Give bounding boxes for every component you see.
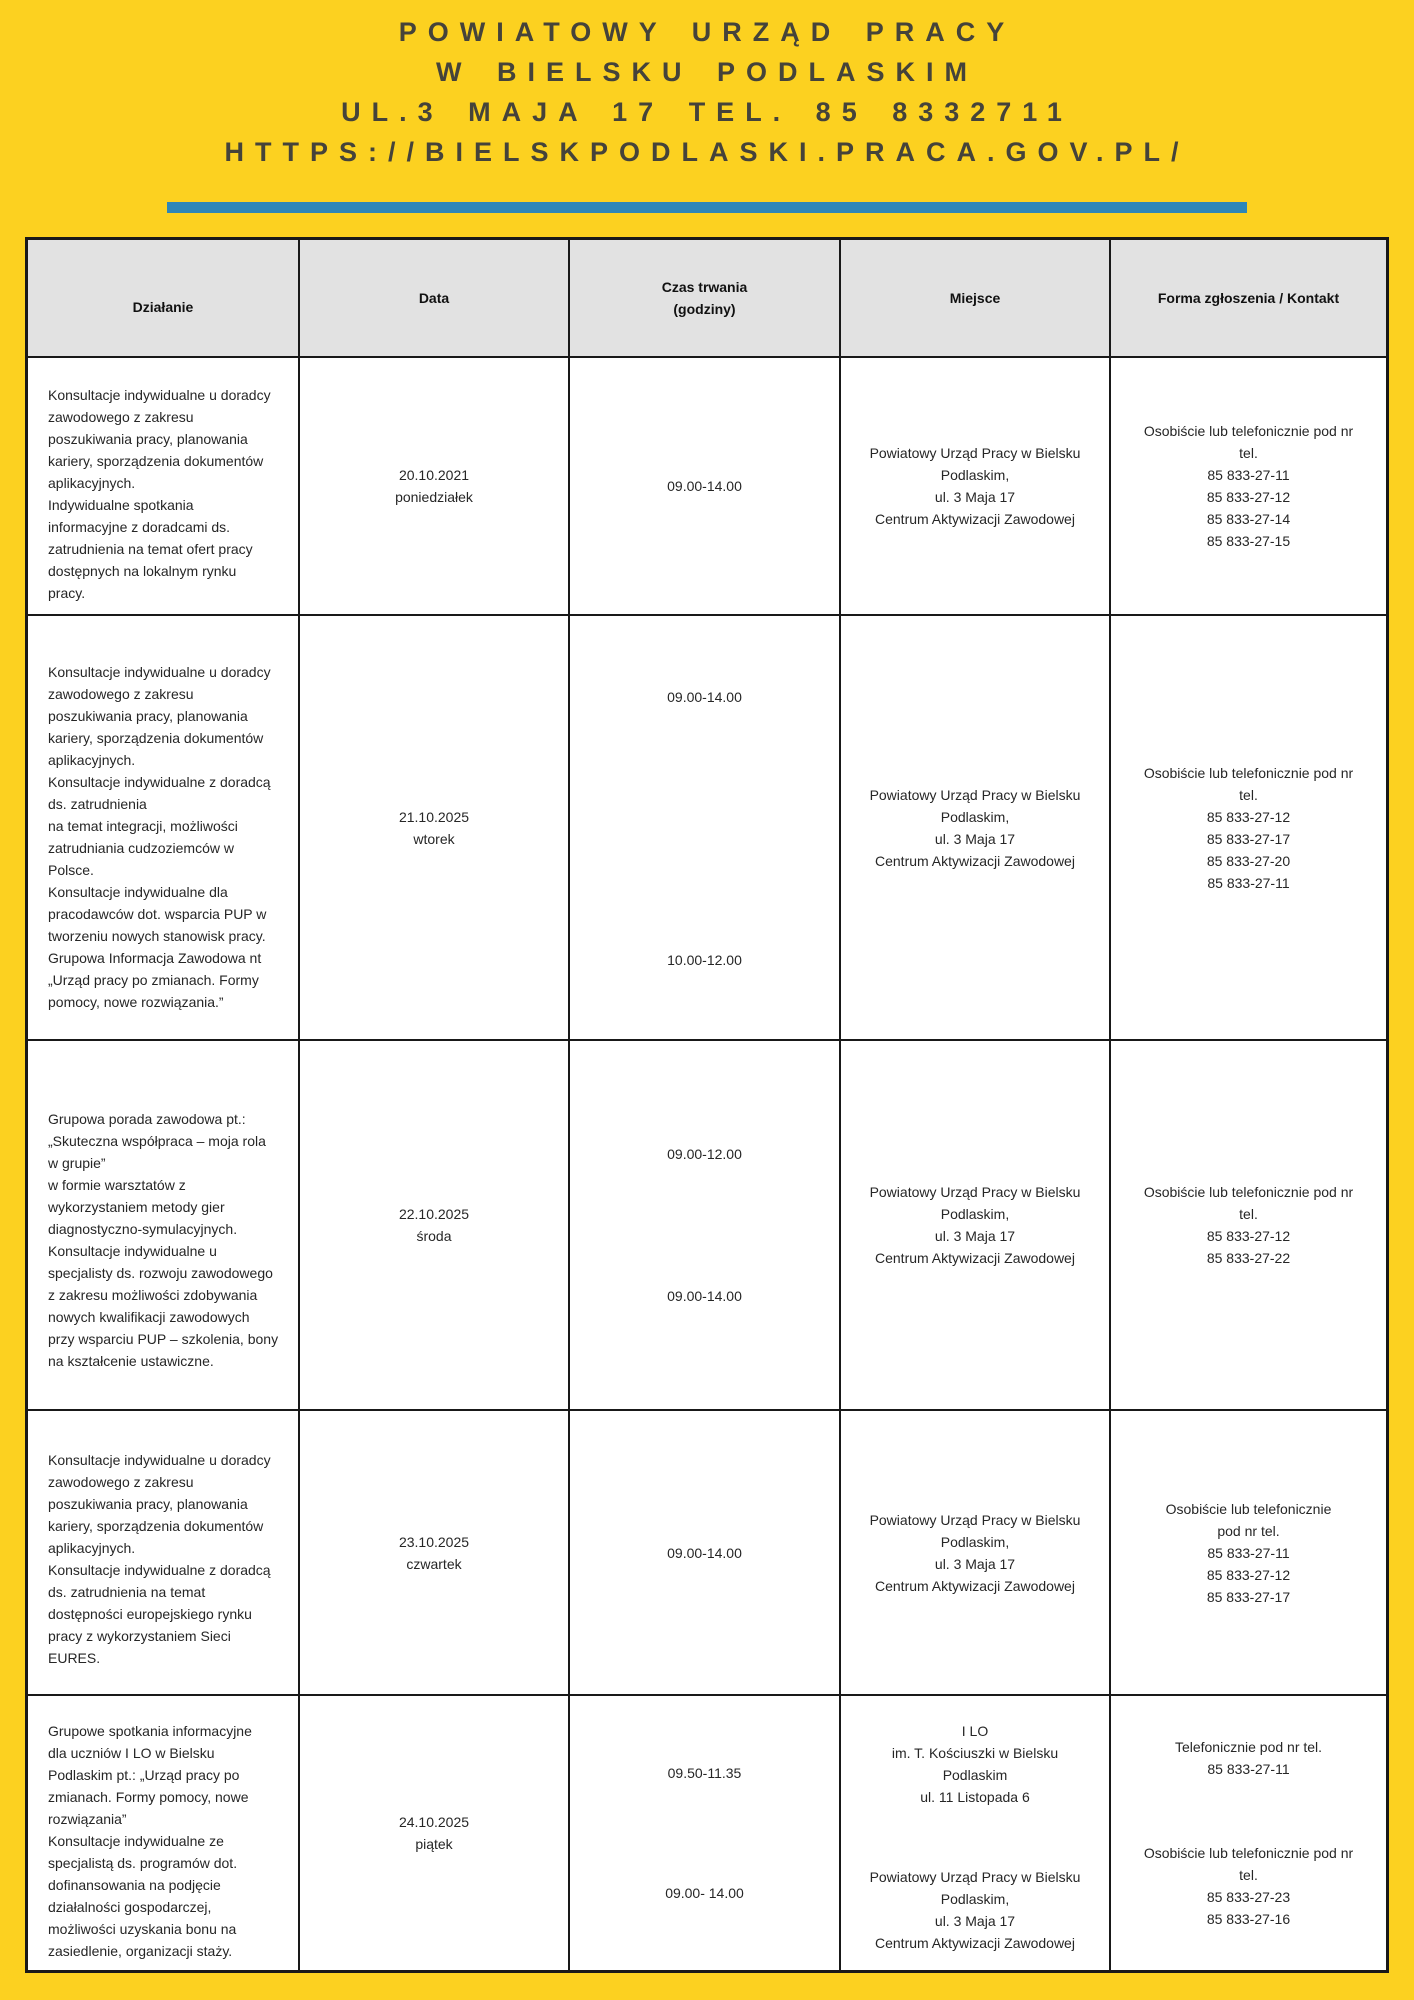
place-cell-row2: Powiatowy Urząd Pracy w Bielsku Podlaski…: [841, 616, 1111, 1041]
time-entry: 09.00-14.00: [667, 1288, 742, 1304]
time-cell-row1: 09.00-14.00: [570, 358, 841, 616]
time-cell-row2: 09.00-14.00 10.00-12.00: [570, 616, 841, 1041]
date-cell-row2: 21.10.2025 wtorek: [300, 616, 570, 1041]
contact-cell-row1: Osobiście lub telefonicznie pod nr tel. …: [1111, 358, 1386, 616]
contact-entry: Telefonicznie pod nr tel. 85 833-27-11: [1174, 1739, 1323, 1777]
place-entry: Powiatowy Urząd Pracy w Bielsku Podlaski…: [869, 1869, 1081, 1951]
column-header-forma-zgloszenia: Forma zgłoszenia / Kontakt: [1111, 240, 1386, 358]
column-header-czas-trwania: Czas trwania (godziny): [570, 240, 841, 358]
contact-cell-row5: Telefonicznie pod nr tel. 85 833-27-11 O…: [1111, 1696, 1386, 1970]
date-cell-row5: 24.10.2025 piątek: [300, 1696, 570, 1970]
activity-cell-row4: Konsultacje indywidualne u doradcy zawod…: [28, 1411, 300, 1696]
time-cell-row4: 09.00-14.00: [570, 1411, 841, 1696]
contact-cell-row3: Osobiście lub telefonicznie pod nr tel. …: [1111, 1041, 1386, 1411]
time-entry: 09.00- 14.00: [665, 1885, 744, 1901]
column-header-miejsce: Miejsce: [841, 240, 1111, 358]
column-header-data: Data: [300, 240, 570, 358]
activity-cell-row2: Konsultacje indywidualne u doradcy zawod…: [28, 616, 300, 1041]
place-cell-row3: Powiatowy Urząd Pracy w Bielsku Podlaski…: [841, 1041, 1111, 1411]
date-cell-row3: 22.10.2025 środa: [300, 1041, 570, 1411]
contact-cell-row2: Osobiście lub telefonicznie pod nr tel. …: [1111, 616, 1386, 1041]
header-line-address-phone: UL.3 MAJA 17 TEL. 85 8332711: [341, 97, 1073, 127]
date-cell-row1: 20.10.2021 poniedziałek: [300, 358, 570, 616]
column-header-dzialanie: Działanie: [28, 240, 300, 358]
date-cell-row4: 23.10.2025 czwartek: [300, 1411, 570, 1696]
header-line-city: W BIELSKU PODLASKIM: [436, 57, 978, 87]
header-line-url: HTTPS://BIELSKPODLASKI.PRACA.GOV.PL/: [224, 137, 1190, 167]
activity-cell-row1: Konsultacje indywidualne u doradcy zawod…: [28, 358, 300, 616]
time-entry: 09.00-12.00: [667, 1146, 742, 1162]
activity-cell-row3: Grupowa porada zawodowa pt.: „Skuteczna …: [28, 1041, 300, 1411]
header-title: POWIATOWY URZĄD PRACY W BIELSKU PODLASKI…: [0, 0, 1414, 172]
time-cell-row3: 09.00-12.00 09.00-14.00: [570, 1041, 841, 1411]
contact-entry: Osobiście lub telefonicznie pod nr tel. …: [1143, 1845, 1354, 1927]
header-line-office: POWIATOWY URZĄD PRACY: [398, 17, 1016, 47]
time-entry: 09.00-14.00: [667, 689, 742, 705]
divider-bar: [167, 202, 1247, 213]
place-cell-row5: I LO im. T. Kościuszki w Bielsku Podlask…: [841, 1696, 1111, 1970]
place-entry: I LO im. T. Kościuszki w Bielsku Podlask…: [891, 1723, 1059, 1805]
contact-cell-row4: Osobiście lub telefonicznie pod nr tel. …: [1111, 1411, 1386, 1696]
time-entry: 10.00-12.00: [667, 952, 742, 968]
activity-cell-row5: Grupowe spotkania informacyjne dla uczni…: [28, 1696, 300, 1970]
place-cell-row1: Powiatowy Urząd Pracy w Bielsku Podlaski…: [841, 358, 1111, 616]
schedule-table: Działanie Data Czas trwania (godziny) Mi…: [25, 237, 1389, 1973]
place-cell-row4: Powiatowy Urząd Pracy w Bielsku Podlaski…: [841, 1411, 1111, 1696]
time-cell-row5: 09.50-11.35 09.00- 14.00: [570, 1696, 841, 1970]
time-entry: 09.50-11.35: [667, 1765, 742, 1781]
